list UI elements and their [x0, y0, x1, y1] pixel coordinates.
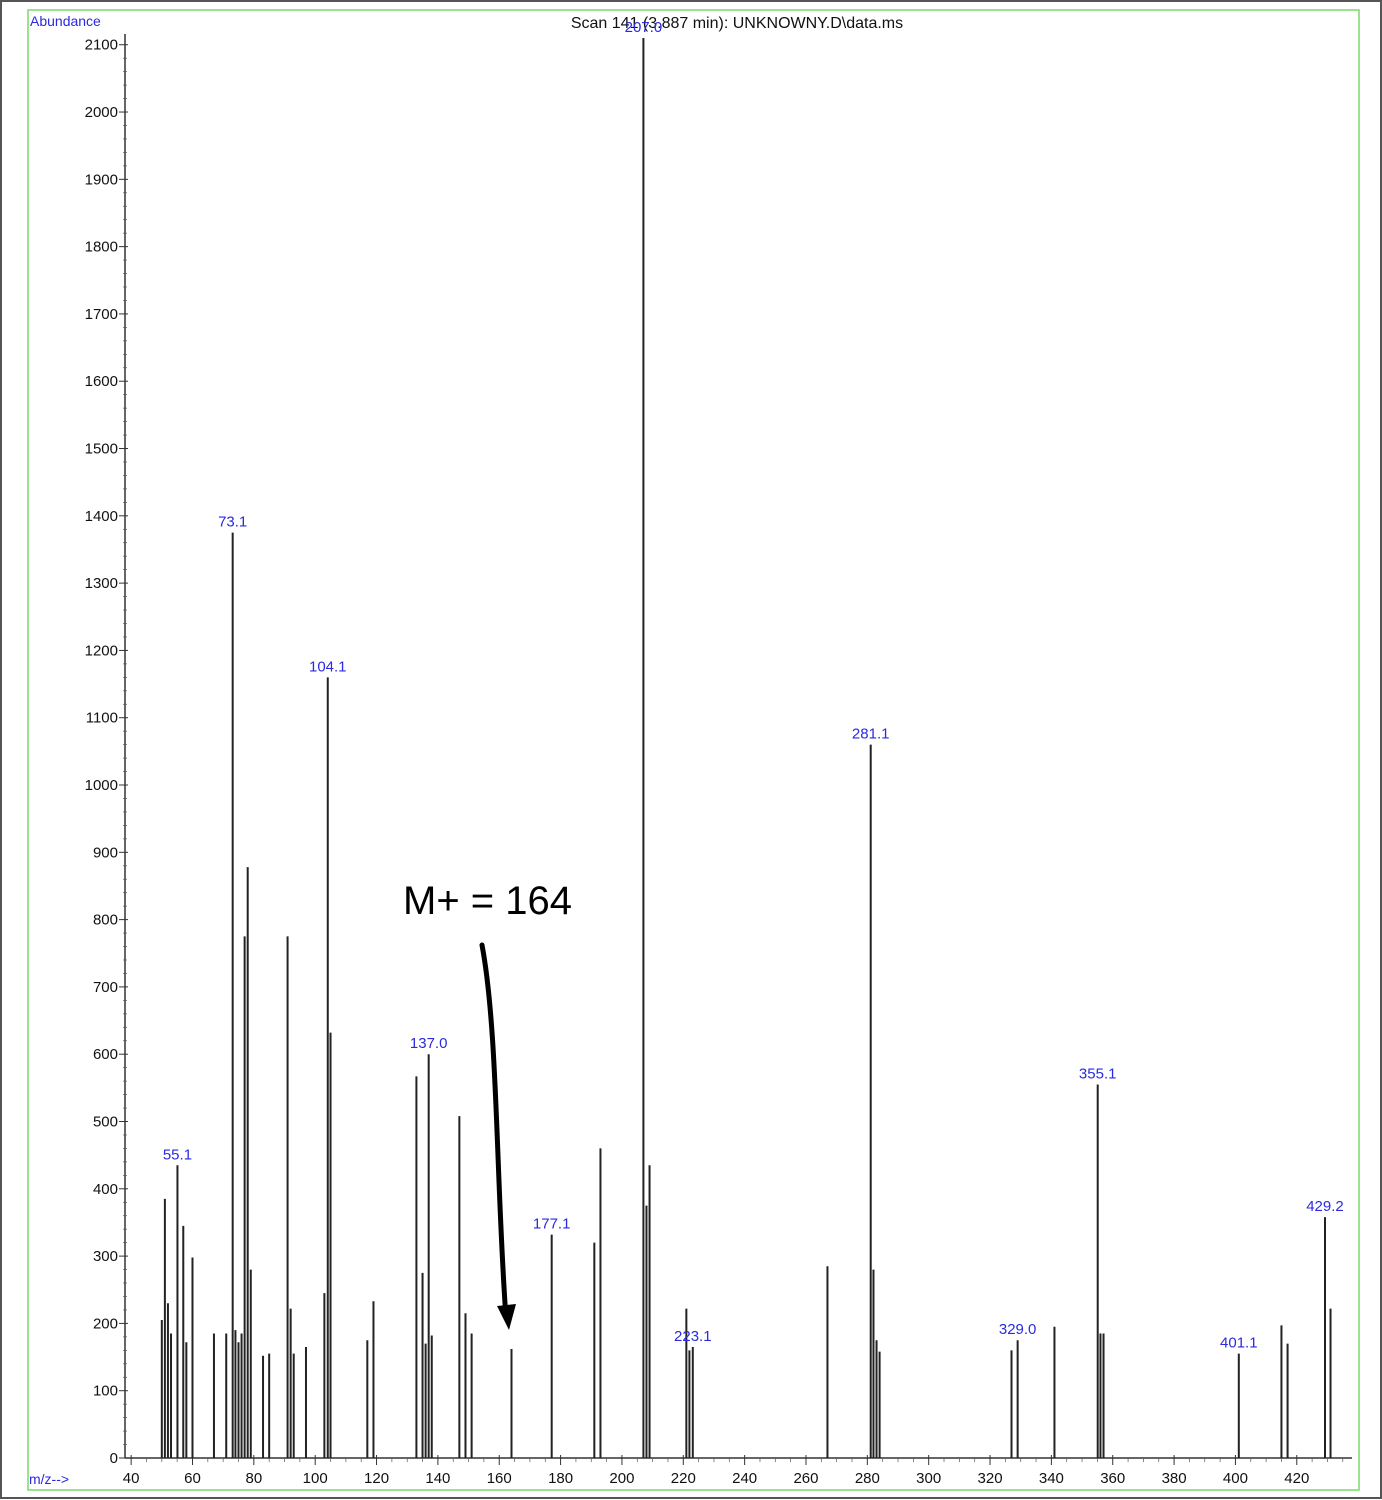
peak-labels: 55.1 73.1 104.1 137.0 177.1 207.0 223.1 281.1 32…	[163, 19, 1344, 1352]
x-tick-label: 60	[184, 1470, 201, 1487]
x-tick-label: 80	[245, 1470, 262, 1487]
peak-label: 429.2	[1306, 1198, 1344, 1215]
y-tick-label: 2100	[85, 37, 118, 54]
y-tick-label: 1500	[85, 441, 118, 458]
peak-label: 104.1	[309, 658, 347, 675]
peak-label: 223.1	[674, 1328, 712, 1345]
y-tick-label: 1300	[85, 575, 118, 592]
x-tick-label: 200	[609, 1470, 634, 1487]
y-tick-label: 300	[93, 1248, 118, 1265]
peak-label: 177.1	[533, 1216, 571, 1233]
peak-label: 207.0	[625, 19, 663, 36]
x-tick-label: 260	[793, 1470, 818, 1487]
x-tick-label: 380	[1162, 1470, 1187, 1487]
y-tick-label: 1100	[86, 710, 118, 727]
x-tick-label: 360	[1100, 1470, 1125, 1487]
chart-title: Scan 141 (3.887 min): UNKNOWNY.D\data.ms	[571, 15, 903, 32]
x-tick-label: 100	[303, 1470, 328, 1487]
y-tick-label: 1800	[85, 239, 118, 256]
peak-label: 137.0	[410, 1035, 448, 1052]
x-tick-label: 180	[548, 1470, 573, 1487]
y-tick-label: 900	[93, 844, 118, 861]
axes: 0 100 200 300 400 500 600 700 800 900 1000 1100 1200…	[85, 34, 1352, 1487]
annotation-arrowhead	[497, 1304, 516, 1330]
x-tick-label: 220	[671, 1470, 696, 1487]
x-tick-label: 120	[364, 1470, 389, 1487]
y-axis-label: Abundance	[30, 13, 101, 29]
molecular-ion-annotation: M+ = 164	[403, 879, 572, 1330]
y-tick-label: 1400	[85, 508, 118, 525]
x-tick-label: 300	[916, 1470, 941, 1487]
x-tick-label: 140	[425, 1470, 450, 1487]
x-tick-label: 420	[1284, 1470, 1309, 1487]
x-tick-label: 240	[732, 1470, 757, 1487]
y-tick-label: 700	[93, 979, 118, 996]
x-axis-label: m/z-->	[29, 1471, 69, 1487]
plot-frame	[27, 9, 1360, 1491]
peak-label: 355.1	[1079, 1065, 1117, 1082]
y-tick-label: 100	[93, 1383, 118, 1400]
y-tick-label: 0	[110, 1450, 118, 1467]
x-tick-label: 160	[487, 1470, 512, 1487]
y-tick-label: 2000	[85, 104, 118, 121]
y-tick-label: 800	[93, 912, 118, 929]
x-tick-label: 340	[1039, 1470, 1064, 1487]
peak-label: 401.1	[1220, 1335, 1258, 1352]
x-tick-label: 40	[123, 1470, 140, 1487]
y-tick-label: 1600	[85, 373, 118, 390]
y-tick-label: 1000	[85, 777, 118, 794]
y-tick-label: 1900	[85, 171, 118, 188]
y-tick-label: 400	[93, 1181, 118, 1198]
peak-bars	[160, 38, 1332, 1458]
y-tick-label: 200	[93, 1315, 118, 1332]
y-tick-label: 1700	[85, 306, 118, 323]
x-tick-label: 400	[1223, 1470, 1248, 1487]
x-tick-label: 280	[855, 1470, 880, 1487]
peak-label: 329.0	[999, 1321, 1037, 1338]
annotation-text: M+ = 164	[403, 879, 572, 923]
peak-label: 73.1	[218, 514, 247, 531]
y-tick-label: 500	[93, 1114, 118, 1131]
x-tick-label: 320	[978, 1470, 1003, 1487]
annotation-arrow	[479, 942, 509, 1321]
peak-label: 55.1	[163, 1146, 192, 1163]
peak-label: 281.1	[852, 726, 890, 743]
y-tick-label: 600	[93, 1046, 118, 1063]
y-tick-label: 1200	[85, 642, 118, 659]
